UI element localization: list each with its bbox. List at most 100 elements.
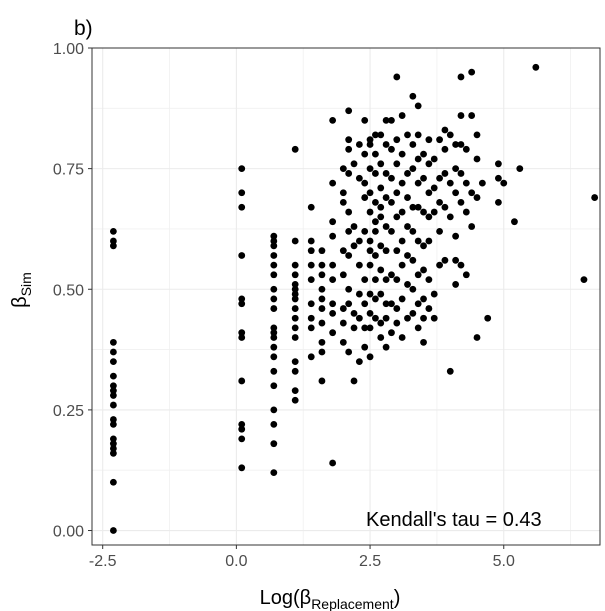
data-point — [441, 203, 449, 211]
data-point — [468, 189, 476, 197]
data-point — [388, 199, 395, 206]
y-tick-label: 0.50 — [53, 282, 84, 299]
data-point — [270, 237, 278, 245]
data-point — [339, 165, 347, 173]
data-point — [329, 261, 337, 269]
data-point — [377, 203, 385, 211]
data-point — [452, 189, 460, 197]
data-point — [291, 281, 299, 288]
data-point — [270, 469, 278, 477]
data-point — [377, 131, 385, 139]
data-point — [398, 179, 406, 187]
panel-label: b) — [74, 17, 93, 40]
data-point — [441, 256, 449, 264]
data-point — [446, 179, 454, 187]
data-point — [355, 290, 363, 298]
data-point — [291, 358, 299, 366]
data-point — [329, 309, 337, 317]
data-point — [511, 218, 518, 226]
data-point — [318, 377, 326, 385]
x-tick-label: 0.0 — [225, 553, 247, 570]
data-point — [345, 107, 353, 115]
data-point — [414, 203, 422, 211]
data-point — [495, 160, 502, 168]
data-point — [361, 150, 369, 158]
data-point — [404, 281, 411, 288]
data-point — [270, 242, 278, 250]
data-point — [366, 309, 374, 317]
data-point — [436, 227, 443, 235]
data-point — [109, 449, 117, 457]
data-point — [109, 478, 117, 486]
data-point — [393, 136, 401, 144]
y-axis-title-base: β — [9, 296, 31, 308]
data-point — [457, 112, 465, 119]
data-point — [372, 314, 379, 322]
data-point — [404, 131, 411, 139]
data-point — [388, 145, 395, 153]
data-point — [393, 276, 401, 284]
data-point — [345, 348, 353, 356]
data-point — [270, 420, 278, 428]
data-point — [462, 179, 470, 187]
data-point — [339, 271, 347, 279]
data-point — [409, 285, 417, 293]
data-point — [291, 367, 299, 375]
data-point — [468, 223, 476, 230]
plot-panel — [92, 48, 600, 545]
data-point — [473, 131, 481, 139]
data-point — [339, 247, 347, 255]
data-point — [409, 141, 417, 148]
data-point — [318, 261, 326, 269]
data-point — [414, 271, 422, 279]
data-point — [355, 141, 363, 148]
data-point — [307, 300, 315, 308]
data-point — [452, 232, 460, 240]
data-point — [372, 170, 379, 177]
data-point — [425, 136, 433, 144]
data-point — [382, 314, 390, 322]
data-point — [291, 145, 299, 153]
data-point — [366, 165, 374, 173]
data-point — [404, 252, 411, 259]
data-point — [238, 295, 246, 303]
data-point — [452, 256, 460, 264]
data-point — [350, 377, 358, 385]
data-point — [350, 160, 358, 168]
data-point — [409, 203, 417, 211]
data-point — [441, 145, 449, 153]
data-point — [388, 329, 395, 337]
data-point — [270, 232, 278, 240]
data-point — [109, 440, 117, 448]
data-point — [414, 131, 422, 139]
data-point — [109, 338, 117, 346]
data-point — [457, 141, 465, 148]
data-point — [420, 266, 427, 274]
data-point — [409, 256, 417, 264]
data-point — [270, 329, 278, 337]
data-point — [452, 281, 460, 288]
data-point — [377, 242, 385, 250]
data-point — [473, 334, 481, 341]
y-tick-label: 0.75 — [53, 162, 84, 179]
data-point — [393, 305, 401, 312]
data-point — [345, 145, 353, 153]
data-point — [109, 445, 117, 452]
data-point — [393, 213, 401, 221]
data-point — [109, 392, 117, 399]
data-point — [291, 396, 299, 404]
x-tick-label: 5.0 — [493, 553, 515, 570]
data-point — [361, 276, 369, 284]
data-point — [307, 276, 315, 284]
x-axis-title: Log(βReplacement) — [260, 587, 401, 611]
data-point — [425, 237, 433, 245]
data-point — [420, 314, 427, 322]
data-point — [372, 218, 379, 226]
data-point — [430, 314, 438, 322]
data-point — [420, 338, 427, 346]
data-point — [414, 102, 422, 110]
data-point — [409, 92, 417, 100]
data-point — [382, 170, 390, 177]
x-axis-title-base: Log(β — [260, 587, 312, 609]
